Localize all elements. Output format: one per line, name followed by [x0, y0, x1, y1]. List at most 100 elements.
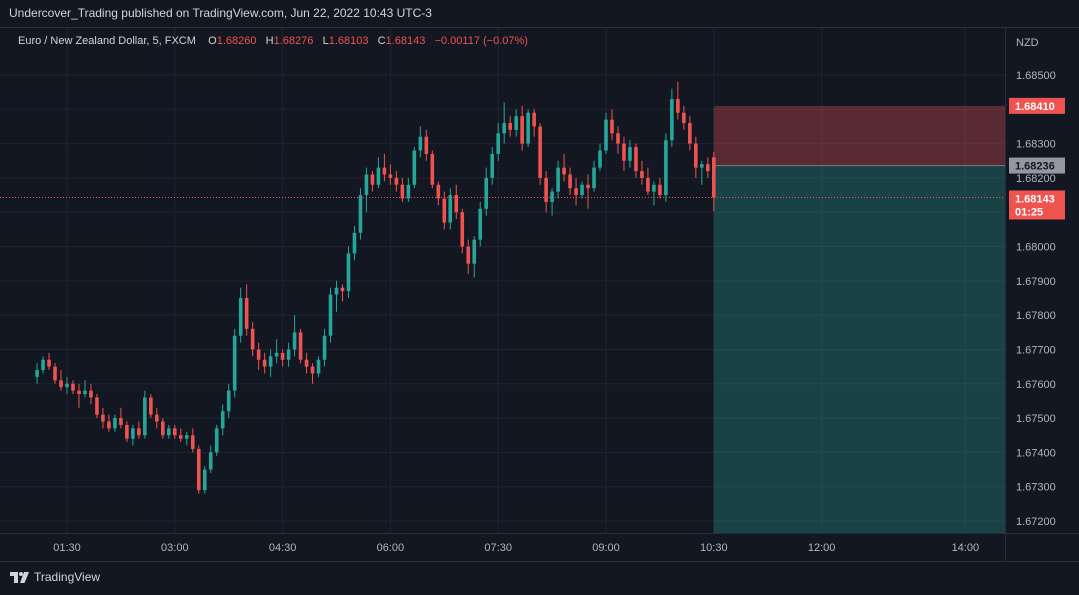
- candle: [376, 157, 381, 189]
- currency-label: NZD: [1016, 37, 1039, 49]
- candle-body: [286, 349, 291, 360]
- candle-body: [394, 177, 399, 185]
- candle: [304, 352, 309, 374]
- candle-body: [328, 294, 333, 336]
- candle: [448, 188, 453, 230]
- candle-body: [706, 164, 710, 172]
- candle: [634, 143, 638, 178]
- candle: [520, 105, 524, 151]
- candle-body: [712, 157, 716, 198]
- candle: [328, 287, 333, 343]
- candle-body: [592, 167, 596, 189]
- candle: [298, 328, 303, 364]
- last-price-tag-text: 1.68143: [1015, 193, 1055, 205]
- candle-body: [322, 335, 327, 360]
- time-tick-label: 01:30: [53, 542, 81, 554]
- candle: [652, 181, 656, 206]
- candle-body: [226, 390, 231, 412]
- candle-body: [214, 428, 219, 453]
- price-tick-label: 1.67500: [1016, 413, 1056, 425]
- candle: [334, 280, 339, 312]
- candle: [59, 370, 63, 391]
- candle: [424, 129, 429, 161]
- candle-body: [298, 332, 303, 360]
- time-tick-label: 03:00: [161, 542, 189, 554]
- candle: [394, 171, 399, 192]
- candle-body: [202, 469, 207, 491]
- candle: [238, 287, 243, 343]
- candle-body: [35, 370, 39, 377]
- candle: [658, 177, 662, 199]
- candle-body: [508, 123, 512, 130]
- grid-lines: [0, 28, 1005, 533]
- candle: [598, 143, 602, 172]
- candle-body: [364, 174, 369, 196]
- price-tick-label: 1.67700: [1016, 344, 1056, 356]
- candle: [454, 184, 459, 220]
- brand-footer[interactable]: TradingView: [10, 570, 100, 584]
- candle-body: [358, 195, 363, 233]
- candle-body: [586, 184, 590, 189]
- candle-body: [370, 174, 375, 185]
- price-tick-label: 1.67200: [1016, 516, 1056, 528]
- high-value: 1.68276: [273, 35, 314, 47]
- candle: [137, 421, 141, 439]
- candle: [244, 284, 249, 336]
- candle: [604, 112, 608, 154]
- candle: [382, 153, 387, 182]
- candle-body: [208, 452, 213, 470]
- candle: [143, 390, 147, 439]
- candle: [544, 171, 548, 213]
- entry-price-tag-bg: [1009, 157, 1065, 174]
- candle-body: [406, 184, 411, 199]
- candle: [340, 284, 345, 302]
- candle-body: [430, 153, 435, 185]
- candle: [664, 133, 668, 202]
- price-tick-label: 1.67800: [1016, 310, 1056, 322]
- candle-body: [544, 177, 548, 202]
- candle-body: [646, 177, 650, 192]
- candle: [532, 109, 536, 137]
- candle-body: [478, 208, 483, 240]
- candle-body: [167, 428, 171, 436]
- candle-body: [454, 195, 459, 213]
- candle: [700, 160, 704, 185]
- time-axis[interactable]: 01:30 03:00 04:30 06:00 07:30 09:00 10:30 12:00…: [53, 542, 979, 554]
- candle: [101, 407, 105, 429]
- low-value: 1.68103: [328, 35, 369, 47]
- candle-body: [496, 133, 500, 154]
- short-position-tool[interactable]: [713, 105, 1005, 533]
- candle: [562, 153, 566, 182]
- candle-body: [89, 390, 93, 398]
- candle-body: [196, 448, 201, 491]
- candle: [682, 105, 686, 130]
- time-tick-label: 14:00: [952, 542, 980, 554]
- candle: [526, 109, 530, 148]
- candle-body: [65, 383, 69, 388]
- candle-body: [53, 366, 57, 381]
- candle-body: [526, 112, 530, 144]
- candle-body: [472, 239, 477, 264]
- candle-body: [155, 414, 159, 422]
- candle-body: [640, 171, 644, 178]
- candle: [616, 126, 620, 154]
- candle: [125, 421, 129, 443]
- candle-body: [244, 298, 249, 329]
- high-label: H: [265, 35, 274, 47]
- candle: [496, 123, 500, 161]
- candle-body: [670, 99, 674, 141]
- candle-body: [634, 147, 638, 172]
- candle-body: [292, 332, 297, 350]
- candle-body: [490, 153, 495, 178]
- candle: [706, 157, 710, 178]
- candle-body: [113, 418, 117, 429]
- candle: [83, 380, 87, 398]
- candle: [208, 445, 213, 473]
- candle-body: [83, 390, 87, 395]
- candle: [65, 376, 69, 395]
- candle: [694, 136, 698, 178]
- tradingview-logo-icon: [10, 571, 29, 583]
